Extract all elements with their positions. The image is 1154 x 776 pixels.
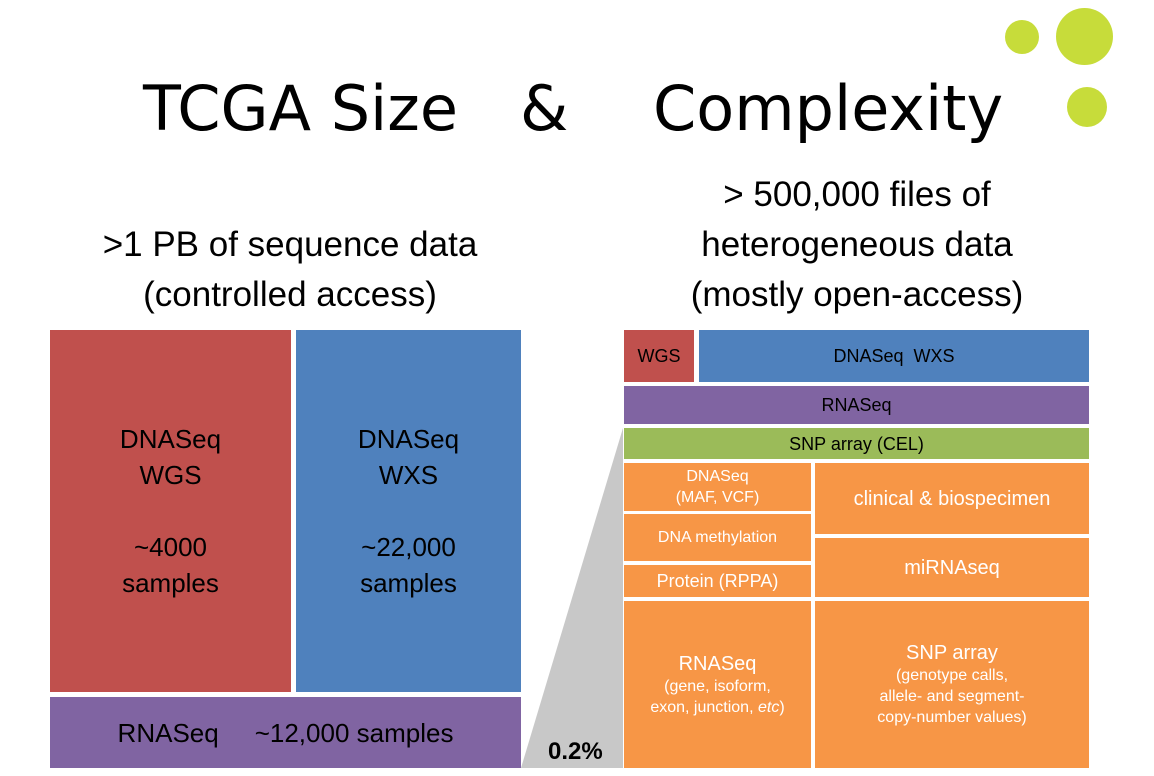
left-wxs-block: DNASeq WXS ~22,000 samples xyxy=(296,330,521,692)
title-part-size: TCGA Size xyxy=(143,72,458,145)
right-subtitle-line: > 500,000 files of xyxy=(723,175,991,214)
block-label: DNASeq xyxy=(686,468,749,485)
block-label: clinical & biospecimen xyxy=(853,487,1051,510)
block-label: SNP array (CEL) xyxy=(789,433,924,454)
left-subtitle-line: (controlled access) xyxy=(143,275,437,314)
decorative-dot-medium xyxy=(1067,87,1107,127)
block-label: exon, junction, etc) xyxy=(650,697,784,718)
block-label: miRNAseq xyxy=(904,556,1000,579)
block-label: DNASeq WXS xyxy=(833,346,955,366)
block-label: (genotype calls, xyxy=(895,667,1009,684)
block-label: DNASeq xyxy=(357,424,460,454)
right-mirnaseq-block: miRNAseq xyxy=(815,538,1089,597)
left-subtitle-line: >1 PB of sequence data xyxy=(102,225,478,264)
block-label-italic: etc xyxy=(757,698,780,716)
slide-title: TCGA Size & Complexity xyxy=(0,72,1154,152)
right-wgs-block: WGS xyxy=(624,330,694,382)
block-label: WXS xyxy=(378,460,439,490)
block-label: WGS xyxy=(637,346,681,366)
zoom-wedge-shape xyxy=(521,428,623,768)
block-count: samples xyxy=(360,568,457,598)
right-subtitle-line: (mostly open-access) xyxy=(690,275,1024,314)
right-clinical-block: clinical & biospecimen xyxy=(815,463,1089,534)
left-rnaseq-block: RNASeq ~12,000 samples xyxy=(50,697,521,768)
block-label: Protein (RPPA) xyxy=(656,571,779,591)
block-count: samples xyxy=(122,568,219,598)
right-subtitle-line: heterogeneous data xyxy=(701,225,1013,264)
right-dnaseq-wxs-block: DNASeq WXS xyxy=(699,330,1089,382)
block-label: WGS xyxy=(139,460,202,490)
block-label: (MAF, VCF) xyxy=(675,489,760,506)
title-part-complexity: Complexity xyxy=(653,72,1004,145)
right-rnaseq-files-block: RNASeq (gene, isoform, exon, junction, e… xyxy=(624,601,811,768)
right-rnaseq-block: RNASeq xyxy=(624,386,1089,424)
right-methylation-block: DNA methylation xyxy=(624,514,811,561)
title-ampersand: & xyxy=(520,72,569,145)
block-count: ~4000 xyxy=(133,532,208,562)
block-label-part: ) xyxy=(779,698,785,716)
block-label: copy-number values) xyxy=(877,709,1027,726)
decorative-dot-small xyxy=(1005,20,1039,54)
decorative-dot-large xyxy=(1056,8,1113,65)
block-label: DNASeq xyxy=(119,424,222,454)
right-subtitle: > 500,000 files of heterogeneous data (m… xyxy=(600,170,1114,320)
block-label: SNP array xyxy=(906,642,998,664)
right-snp-cel-block: SNP array (CEL) xyxy=(624,428,1089,459)
left-wgs-block: DNASeq WGS ~4000 samples xyxy=(50,330,291,692)
block-label: DNA methylation xyxy=(657,529,778,546)
zoom-percent-label: 0.2% xyxy=(548,738,603,765)
block-label: RNASeq xyxy=(117,717,219,748)
block-count: ~12,000 samples xyxy=(254,717,454,748)
block-label: allele- and segment- xyxy=(879,688,1025,705)
block-label-part: exon, junction, xyxy=(650,698,758,716)
block-label: (gene, isoform, xyxy=(664,677,771,695)
right-snp-array-block: SNP array (genotype calls, allele- and s… xyxy=(815,601,1089,768)
right-dnaseq-maf-block: DNASeq (MAF, VCF) xyxy=(624,463,811,511)
block-count: ~22,000 xyxy=(361,532,456,562)
left-subtitle: >1 PB of sequence data (controlled acces… xyxy=(20,220,560,320)
block-label: RNASeq xyxy=(678,652,757,675)
block-label: RNASeq xyxy=(821,395,892,415)
right-protein-block: Protein (RPPA) xyxy=(624,565,811,597)
